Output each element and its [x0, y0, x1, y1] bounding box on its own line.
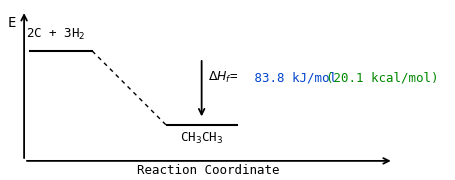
Text: E: E — [8, 16, 16, 30]
Text: 83.8 kJ/mol: 83.8 kJ/mol — [247, 71, 337, 84]
Text: CH$_3$CH$_3$: CH$_3$CH$_3$ — [180, 131, 223, 146]
Text: Reaction Coordinate: Reaction Coordinate — [136, 164, 279, 177]
Text: 2C + 3H$_2$: 2C + 3H$_2$ — [26, 27, 86, 42]
Text: $\Delta H_f$=: $\Delta H_f$= — [208, 70, 238, 85]
Text: (20.1 kcal/mol): (20.1 kcal/mol) — [311, 71, 439, 84]
